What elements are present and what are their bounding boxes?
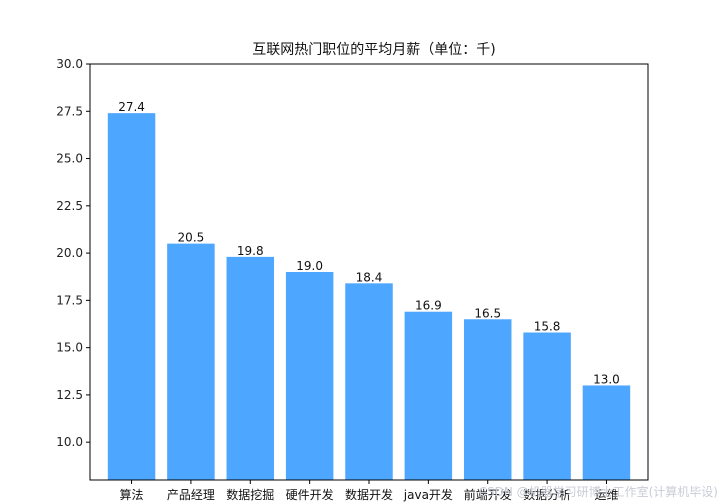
y-axis: 10.0 12.5 15.0 17.5 20.0 22.5 25.0 27.5 30.0 (56, 57, 90, 449)
chart-title: 互联网热门职位的平均月薪（单位：千) (252, 42, 495, 58)
y-tick-label: 12.5 (56, 388, 83, 402)
x-tick-label: 前端开发 (464, 487, 512, 502)
bar-value-label: 13.0 (593, 372, 620, 386)
watermark-text: CSDN @机器学习研博士工作室(计算机毕设) (479, 484, 718, 499)
y-tick-label: 15.0 (56, 341, 83, 355)
x-tick-label: 硬件开发 (286, 487, 334, 502)
bar (582, 385, 631, 480)
x-tick-label: 数据挖掘 (226, 487, 274, 502)
bar-value-label: 15.8 (534, 320, 561, 334)
bar (285, 272, 334, 480)
x-tick-label: 运维 (594, 488, 618, 502)
bar-value-label: 19.8 (237, 244, 264, 258)
y-tick-label: 25.0 (56, 152, 83, 166)
y-tick-label: 20.0 (56, 246, 83, 260)
x-axis: 算法 产品经理 数据挖掘 硬件开发 数据开发 java开发 前端开发 数据分析 运维 (120, 480, 618, 502)
bar-value-label: 19.0 (296, 259, 323, 273)
bar-value-label: 20.5 (178, 231, 205, 245)
bar (167, 243, 215, 480)
x-tick-label: 算法 (120, 487, 144, 502)
bar (404, 311, 453, 480)
y-tick-label: 17.5 (56, 293, 83, 307)
y-tick-label: 27.5 (56, 104, 83, 118)
x-tick-label: java开发 (403, 487, 453, 502)
x-tick-label: 数据开发 (345, 487, 393, 502)
bars: 27.4 20.5 19.8 19.0 18.4 16.9 16.5 15.8 13.0 (107, 100, 631, 480)
bar-value-label: 18.4 (356, 270, 383, 284)
x-tick-label: 数据分析 (523, 487, 571, 502)
plot-frame (89, 63, 649, 481)
bar-value-label: 27.4 (118, 100, 145, 114)
bar (107, 113, 156, 480)
bar (345, 283, 393, 480)
y-tick-label: 10.0 (56, 435, 83, 449)
x-tick-label: 产品经理 (167, 488, 215, 502)
y-tick-label: 22.5 (56, 199, 83, 213)
bar (226, 256, 275, 480)
bar-value-label: 16.9 (415, 299, 442, 313)
y-tick-label: 30.0 (56, 57, 83, 71)
bar-value-label: 16.5 (474, 306, 501, 320)
bar (463, 319, 512, 480)
bar (523, 332, 571, 480)
